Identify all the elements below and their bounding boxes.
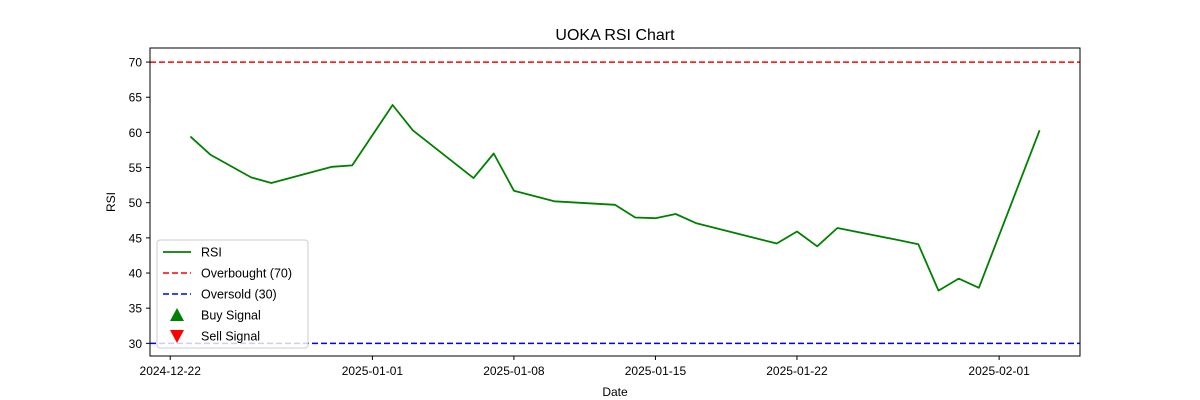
x-tick-label: 2025-01-15 [625, 364, 687, 378]
legend-label: Oversold (30) [201, 288, 277, 302]
sell-signal-triangle-icon [170, 330, 184, 343]
buy-signal-triangle-icon [170, 308, 184, 321]
y-tick-label: 65 [129, 91, 143, 105]
rsi-series-line [189, 104, 1041, 292]
x-tick-label: 2025-01-01 [342, 364, 404, 378]
legend-label: Buy Signal [201, 309, 261, 323]
legend-label: RSI [201, 246, 222, 260]
y-tick-label: 35 [129, 302, 143, 316]
legend-box [156, 239, 309, 349]
legend-label: Overbought (70) [201, 267, 292, 281]
x-tick-label: 2025-01-22 [766, 364, 828, 378]
x-tick-label: 2025-02-01 [968, 364, 1030, 378]
plot-frame [149, 47, 1081, 357]
legend-label: Sell Signal [201, 330, 260, 344]
chart-title: UOKA RSI Chart [555, 27, 675, 44]
y-tick-label: 60 [129, 126, 143, 140]
y-axis-title: RSI [104, 192, 118, 212]
y-tick-label: 40 [129, 267, 143, 281]
y-tick-label: 50 [129, 196, 143, 210]
y-tick-label: 30 [129, 337, 143, 351]
x-tick-label: 2025-01-08 [483, 364, 545, 378]
x-tick-label: 2024-12-22 [140, 364, 202, 378]
y-tick-label: 45 [129, 231, 143, 245]
legend: RSI Overbought (70) Oversold (30) Buy Signa… [156, 239, 309, 349]
x-axis-title: Date [602, 385, 628, 399]
y-tick-label: 70 [129, 56, 143, 70]
y-tick-label: 55 [129, 161, 143, 175]
